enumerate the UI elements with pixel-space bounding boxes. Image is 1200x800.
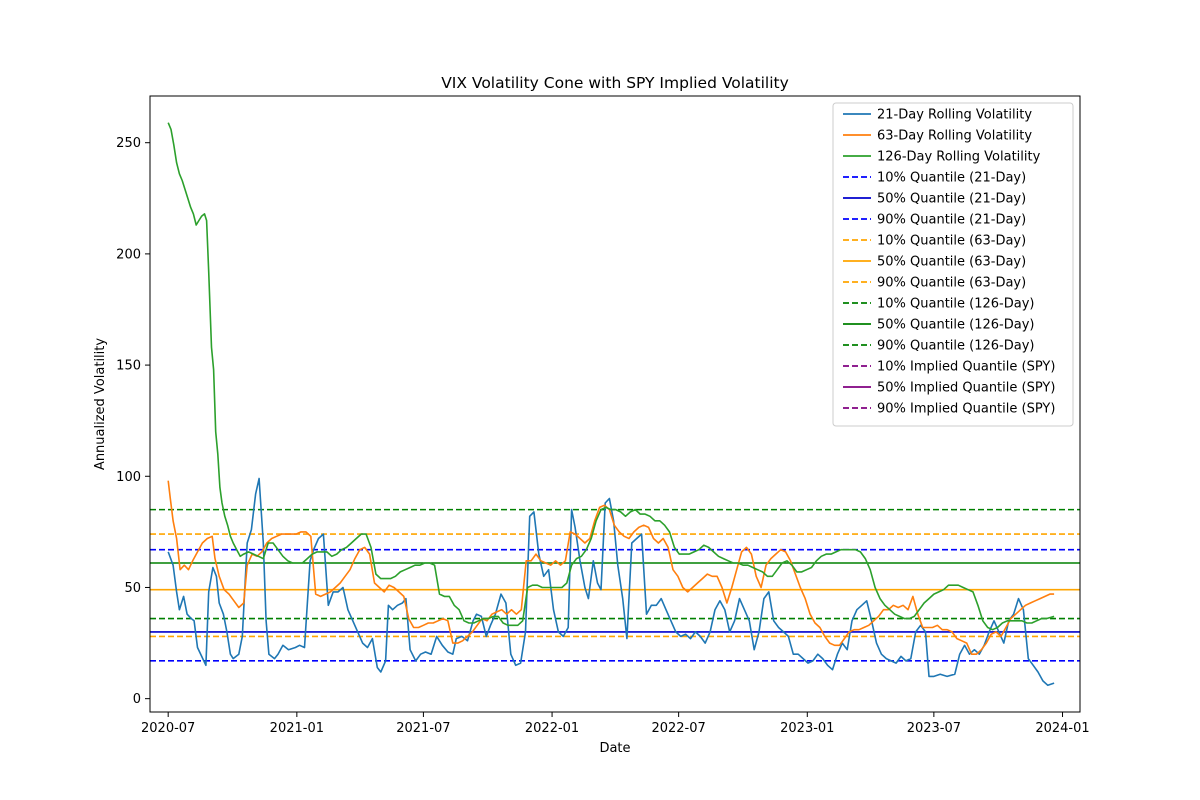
series-line-21-day-rolling-volatility [167,477,1055,687]
legend-label: 10% Quantile (126-Day) [877,297,1034,312]
y-tick-label: 100 [116,470,141,485]
legend-entry-50pct-quantile-126-day: 50% Quantile (126-Day) [843,318,1034,333]
legend-label: 50% Implied Quantile (SPY) [877,381,1055,396]
legend-entry-90pct-quantile-63-day: 90% Quantile (63-Day) [843,276,1026,291]
legend-entry-90pct-quantile-21-day: 90% Quantile (21-Day) [843,213,1026,228]
plot-frame [149,95,1081,713]
legend-label: 50% Quantile (126-Day) [877,318,1034,333]
legend-label: 90% Implied Quantile (SPY) [877,402,1055,417]
y-tick-label: 200 [116,247,141,262]
x-axis-label: Date [599,741,630,756]
chart-title: VIX Volatility Cone with SPY Implied Vol… [441,74,789,92]
legend-label: 90% Quantile (126-Day) [877,339,1034,354]
x-tick-label: 2023-07 [907,721,961,736]
x-tick-label: 2024-01 [1035,721,1089,736]
legend-entry-90pct-quantile-126-day: 90% Quantile (126-Day) [843,339,1034,354]
legend-entry-63-day-rolling-volatility: 63-Day Rolling Volatility [843,129,1032,144]
legend-label: 21-Day Rolling Volatility [877,108,1032,123]
legend-entry-10pct-implied-quantile-spy: 10% Implied Quantile (SPY) [843,360,1055,375]
legend-entry-50pct-implied-quantile-spy: 50% Implied Quantile (SPY) [843,381,1055,396]
y-axis: 0 50 100 150 200 250 [116,136,150,707]
legend-box [832,102,1074,427]
plot-area [149,95,1081,713]
y-tick-label: 0 [133,692,141,707]
y-axis-label: Annualized Volatility [93,338,108,470]
legend-label: 50% Quantile (21-Day) [877,192,1026,207]
legend-entry-10pct-quantile-21-day: 10% Quantile (21-Day) [843,171,1026,186]
x-tick-label: 2022-01 [525,721,579,736]
x-tick-label: 2023-01 [780,721,834,736]
x-tick-label: 2021-01 [270,721,324,736]
legend-entry-21-day-rolling-volatility: 21-Day Rolling Volatility [843,108,1032,123]
legend-entry-10pct-quantile-63-day: 10% Quantile (63-Day) [843,234,1026,249]
legend-entry-90pct-implied-quantile-spy: 90% Implied Quantile (SPY) [843,402,1055,417]
legend-label: 10% Quantile (63-Day) [877,234,1026,249]
y-tick-label: 250 [116,136,141,151]
legend-label: 63-Day Rolling Volatility [877,129,1032,144]
legend-label: 10% Quantile (21-Day) [877,171,1026,186]
legend-label: 90% Quantile (21-Day) [877,213,1026,228]
series-line-63-day-rolling-volatility [167,480,1055,656]
legend-entry-126-day-rolling-volatility: 126-Day Rolling Volatility [843,150,1041,165]
y-tick-label: 50 [124,581,141,596]
y-tick-label: 150 [116,359,141,374]
legend-entry-50pct-quantile-21-day: 50% Quantile (21-Day) [843,192,1026,207]
legend-label: 126-Day Rolling Volatility [877,150,1041,165]
x-tick-label: 2020-07 [141,721,195,736]
legend-label: 90% Quantile (63-Day) [877,276,1026,291]
series-line-126-day-rolling-volatility [167,122,1055,631]
series-lines [167,122,1055,687]
legend-label: 50% Quantile (63-Day) [877,255,1026,270]
legend: 21-Day Rolling Volatility 63-Day Rolling … [832,102,1074,427]
legend-entry-10pct-quantile-126-day: 10% Quantile (126-Day) [843,297,1034,312]
legend-label: 10% Implied Quantile (SPY) [877,360,1055,375]
x-tick-label: 2021-07 [396,721,450,736]
legend-entry-50pct-quantile-63-day: 50% Quantile (63-Day) [843,255,1026,270]
x-axis: 2020-07 2021-01 2021-07 2022-01 2022-07 2023-… [141,712,1090,736]
x-tick-label: 2022-07 [651,721,705,736]
